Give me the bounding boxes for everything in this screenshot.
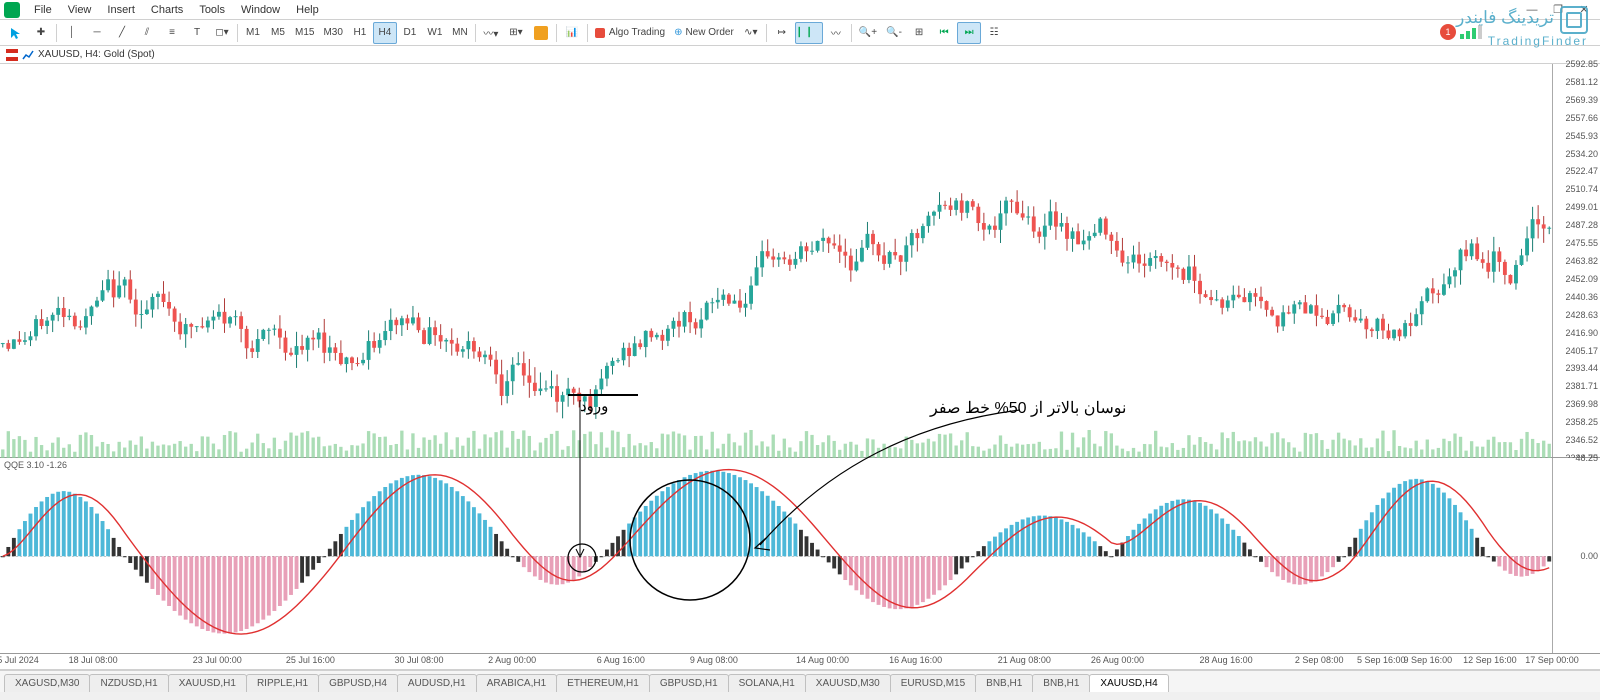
timeframe-H1[interactable]: H1 (348, 22, 372, 44)
menu-help[interactable]: Help (288, 2, 327, 18)
chart-tab[interactable]: SOLANA,H1 (728, 674, 806, 692)
chart-tab[interactable]: NZDUSD,H1 (89, 674, 168, 692)
zoom-out-icon[interactable]: 🔍- (882, 22, 906, 44)
chart-tab[interactable]: RIPPLE,H1 (246, 674, 319, 692)
entry-annotation-label: ورود (580, 397, 608, 415)
menu-tools[interactable]: Tools (191, 2, 233, 18)
price-chart-panel[interactable]: 2592.852581.122569.392557.662545.932534.… (0, 64, 1600, 458)
chart-type-icon (22, 49, 34, 61)
trendline-tool-icon[interactable]: ╱ (110, 22, 134, 44)
shift-chart-icon[interactable]: ↦ (770, 22, 794, 44)
watermark: تریدینگ فایندر TradingFinder (1456, 6, 1588, 48)
timeframe-MN[interactable]: MN (448, 22, 472, 44)
price-axis: 2592.852581.122569.392557.662545.932534.… (1552, 64, 1600, 457)
menu-bar: FileViewInsertChartsToolsWindowHelp — ❐ … (0, 0, 1600, 20)
step-fwd-icon[interactable]: ⏭ (957, 22, 981, 44)
timeframe-D1[interactable]: D1 (398, 22, 422, 44)
menu-file[interactable]: File (26, 2, 60, 18)
chart-tab[interactable]: BNB,H1 (975, 674, 1033, 692)
timeframe-H4[interactable]: H4 (373, 22, 397, 44)
timeframe-M15[interactable]: M15 (291, 22, 318, 44)
chart-tab[interactable]: GBPUSD,H4 (318, 674, 398, 692)
timeframe-M30[interactable]: M30 (319, 22, 346, 44)
chart-tab[interactable]: GBPUSD,H1 (649, 674, 729, 692)
chart-tab[interactable]: ARABICA,H1 (476, 674, 557, 692)
vline-tool-icon[interactable]: │ (60, 22, 84, 44)
chart-symbol-label: XAUUSD, H4: Gold (Spot) (38, 49, 155, 60)
crosshair-tool-icon[interactable]: ✚ (29, 22, 53, 44)
algo-trading-button[interactable]: Algo Trading (591, 22, 669, 44)
chart-tab[interactable]: XAUUSD,H4 (1089, 674, 1168, 692)
menu-window[interactable]: Window (233, 2, 288, 18)
main-toolbar: ✚ │ ─ ╱ ⫽ ≡ T ◻▾ M1M5M15M30H1H4D1W1MN 〰▾… (0, 20, 1600, 46)
chart-tab[interactable]: BNB,H1 (1032, 674, 1090, 692)
fib-tool-icon[interactable]: ≡ (160, 22, 184, 44)
entry-marker-line (568, 394, 638, 396)
chart-tab[interactable]: XAGUSD,M30 (4, 674, 90, 692)
new-order-button[interactable]: ⊕New Order (670, 22, 738, 44)
hline-tool-icon[interactable]: ─ (85, 22, 109, 44)
indicator-axis: 48.250.00 (1552, 458, 1600, 653)
chart-title-bar: XAUUSD, H4: Gold (Spot) (0, 46, 1600, 64)
timeframe-M5[interactable]: M5 (266, 22, 290, 44)
chart-type-candle-icon[interactable]: ⊞▾ (504, 22, 528, 44)
chart-tab[interactable]: ETHEREUM,H1 (556, 674, 650, 692)
text-tool-icon[interactable]: T (185, 22, 209, 44)
chart-scroll-icon[interactable]: 〰 (824, 22, 848, 44)
chart-style-icon[interactable] (529, 22, 553, 44)
chart-tab[interactable]: EURUSD,M15 (890, 674, 976, 692)
chart-tab[interactable]: AUDUSD,H1 (397, 674, 477, 692)
timeframe-M1[interactable]: M1 (241, 22, 265, 44)
chart-tab[interactable]: XAUUSD,H1 (168, 674, 247, 692)
autoscroll-icon[interactable]: ⎸⎸ (795, 22, 823, 44)
oscillation-annotation-label: نوسان بالاتر از 50% خط صفر (930, 398, 1127, 418)
grid-icon[interactable]: ⊞ (907, 22, 931, 44)
menu-insert[interactable]: Insert (99, 2, 143, 18)
menu-view[interactable]: View (60, 2, 100, 18)
channel-tool-icon[interactable]: ⫽ (135, 22, 159, 44)
indicators-icon[interactable]: 📊 (560, 22, 584, 44)
shapes-tool-icon[interactable]: ◻▾ (210, 22, 234, 44)
cursor-tool-icon[interactable] (4, 22, 28, 44)
timeframe-W1[interactable]: W1 (423, 22, 447, 44)
strategy-icon[interactable]: ∿▾ (739, 22, 763, 44)
zoom-in-icon[interactable]: 🔍+ (855, 22, 881, 44)
indicator-panel[interactable]: QQE 3.10 -1.26 48.250.00 (0, 458, 1600, 654)
step-back-icon[interactable]: ⏮ (932, 22, 956, 44)
chart-type-line-icon[interactable]: 〰▾ (479, 22, 503, 44)
time-axis: 15 Jul 202418 Jul 08:0023 Jul 00:0025 Ju… (0, 654, 1600, 670)
alert-badge-icon[interactable]: 1 (1440, 24, 1456, 40)
templates-icon[interactable]: ☷ (982, 22, 1006, 44)
flag-icon (6, 49, 18, 61)
chart-tab[interactable]: XAUUSD,M30 (805, 674, 891, 692)
app-logo-icon (4, 2, 20, 18)
indicator-title-label: QQE 3.10 -1.26 (4, 460, 67, 470)
watermark-logo-icon (1560, 6, 1588, 34)
chart-tabs-bar: XAGUSD,M30NZDUSD,H1XAUUSD,H1RIPPLE,H1GBP… (0, 670, 1600, 692)
status-bar (0, 692, 1600, 700)
menu-charts[interactable]: Charts (143, 2, 191, 18)
